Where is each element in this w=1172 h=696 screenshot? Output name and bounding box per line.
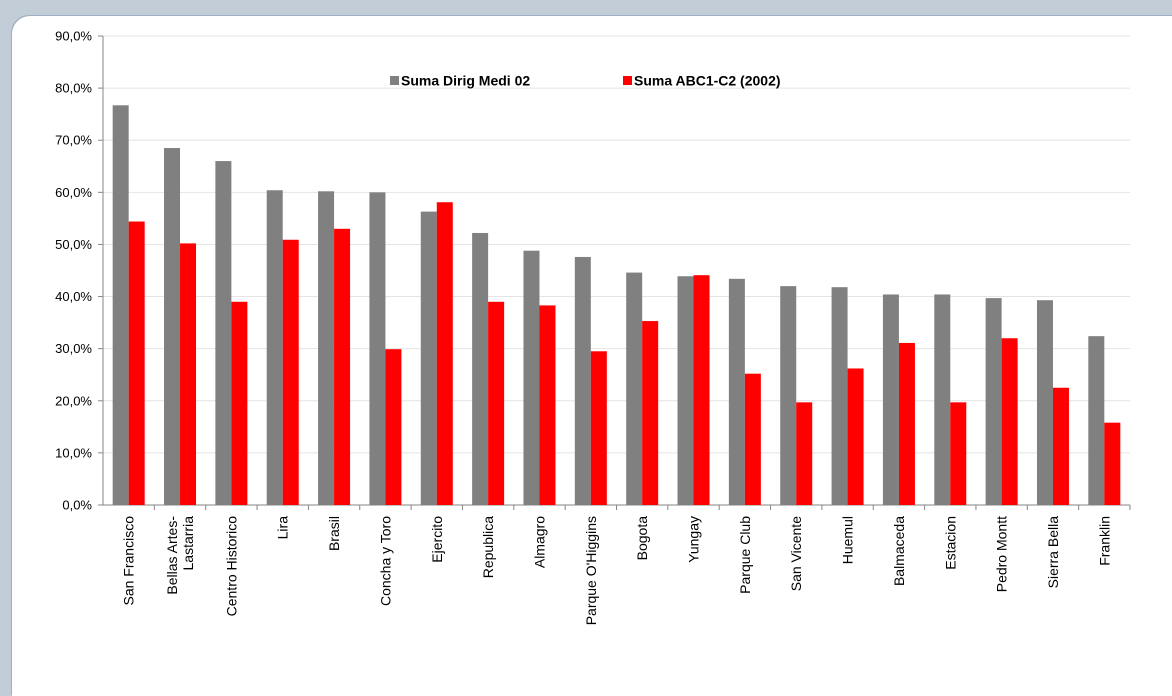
y-tick-label: 90,0% — [55, 29, 92, 44]
legend-swatch — [390, 76, 399, 85]
bar-series2 — [539, 305, 556, 505]
bar-series2 — [1104, 422, 1121, 505]
x-category-label: Republica — [480, 516, 496, 578]
x-category-label: San Vicente — [788, 516, 804, 591]
bar-series2 — [796, 402, 813, 505]
bar-series1 — [369, 192, 386, 506]
x-category-label: Balmaceda — [891, 516, 907, 586]
chart-frame: 0,0% 10,0% 20,0% 30,0% 40,0% 50,0% 60,0% 70,0% 8… — [12, 16, 1172, 696]
bar-series1 — [472, 232, 489, 506]
x-category-label: Yungay — [686, 516, 702, 563]
bar-series1 — [574, 256, 591, 505]
x-category-label: Bellas Artes- — [164, 516, 180, 595]
legend-swatch — [623, 76, 632, 85]
x-category-label: Estacion — [942, 516, 958, 570]
bar-series1 — [780, 286, 797, 505]
bar-series1 — [1036, 300, 1053, 505]
bar-series2 — [898, 342, 915, 505]
y-tick-label: 30,0% — [55, 341, 92, 356]
x-category-label: Centro Historico — [223, 516, 239, 617]
bar-series2 — [1052, 387, 1069, 505]
bars — [112, 105, 1121, 506]
bar-series1 — [112, 105, 129, 506]
bar-series2 — [231, 301, 248, 505]
x-category-label: Lira — [275, 516, 291, 540]
x-category-label: Parque O'Higgins — [583, 516, 599, 625]
bar-series2 — [282, 239, 299, 505]
bar-series2 — [847, 368, 864, 505]
bar-series2 — [180, 243, 197, 505]
bar-series2 — [385, 349, 402, 505]
bar-chart: 0,0% 10,0% 20,0% 30,0% 40,0% 50,0% 60,0% 70,0% 8… — [55, 29, 1131, 626]
bar-series2 — [590, 351, 607, 505]
bar-series2 — [744, 373, 761, 505]
bar-series2 — [128, 221, 145, 505]
bar-series1 — [215, 161, 232, 506]
x-category-label: Lastarria — [180, 516, 196, 571]
bar-series1 — [882, 294, 899, 505]
bar-series1 — [1088, 336, 1105, 505]
bar-series2 — [642, 321, 659, 505]
bar-series1 — [677, 276, 694, 505]
x-category-label: Franklin — [1096, 516, 1112, 566]
bar-series1 — [266, 190, 283, 505]
bar-series1 — [831, 287, 848, 505]
x-category-label: Sierra Bella — [1045, 516, 1061, 589]
bar-series1 — [626, 272, 643, 505]
x-category-label: Huemul — [840, 516, 856, 564]
y-tick-label: 40,0% — [55, 289, 92, 304]
y-tick-label: 70,0% — [55, 133, 92, 148]
legend: Suma Dirig Medi 02 Suma ABC1-C2 (2002) — [390, 73, 781, 89]
x-category-label: Concha y Toro — [377, 516, 393, 606]
x-category-label: Almagro — [531, 516, 547, 568]
legend-label: Suma Dirig Medi 02 — [401, 73, 530, 89]
x-category-label: Brasil — [326, 516, 342, 551]
y-tick-label: 60,0% — [55, 185, 92, 200]
bar-series2 — [334, 228, 351, 506]
axes — [98, 35, 1131, 510]
bar-series1 — [420, 211, 437, 505]
bar-series1 — [164, 148, 181, 506]
bar-series1 — [728, 278, 745, 505]
x-category-label: Bogota — [634, 516, 650, 561]
grid-lines — [103, 35, 1130, 454]
legend-label: Suma ABC1-C2 (2002) — [634, 73, 781, 89]
y-tick-label: 80,0% — [55, 81, 92, 96]
x-axis-category-labels: San Francisco Bellas Artes- Lastarria Centr… — [121, 516, 1113, 626]
x-category-label: Pedro Montt — [994, 516, 1010, 592]
bar-series1 — [985, 298, 1002, 505]
x-category-label: Ejercito — [429, 516, 445, 563]
x-category-label: San Francisco — [121, 516, 137, 606]
x-category-label: Parque Club — [737, 516, 753, 594]
bar-series1 — [318, 191, 335, 505]
bar-series2 — [693, 275, 710, 505]
bar-series2 — [488, 301, 505, 505]
y-axis-tick-labels: 0,0% 10,0% 20,0% 30,0% 40,0% 50,0% 60,0% 70,0% 8… — [55, 29, 92, 513]
bar-series1 — [934, 294, 951, 505]
bar-series1 — [523, 250, 540, 505]
y-tick-label: 10,0% — [55, 445, 92, 460]
y-tick-label: 0,0% — [62, 498, 92, 513]
bar-series2 — [436, 202, 453, 506]
y-tick-label: 20,0% — [55, 393, 92, 408]
bar-series2 — [1001, 338, 1018, 505]
bar-series2 — [950, 402, 967, 505]
y-tick-label: 50,0% — [55, 237, 92, 252]
